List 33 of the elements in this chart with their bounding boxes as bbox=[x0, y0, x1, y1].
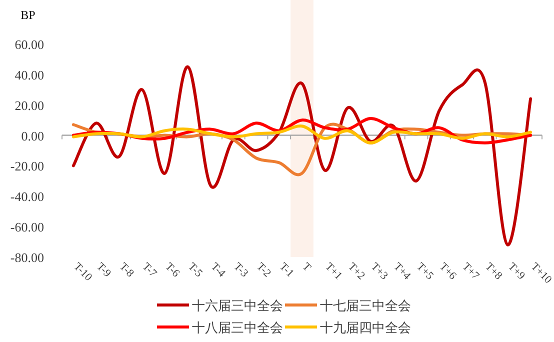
y-tick-label: -20.00 bbox=[10, 158, 44, 174]
y-axis-title: BP bbox=[20, 8, 36, 22]
x-tick-label: T-7 bbox=[140, 260, 160, 280]
y-tick-label: -80.00 bbox=[10, 250, 44, 265]
legend-label: 十八届三中全会 bbox=[192, 320, 283, 335]
x-tick-label: T-8 bbox=[117, 260, 136, 280]
x-tick-label: T-2 bbox=[254, 260, 274, 280]
x-tick-label: T+7 bbox=[460, 260, 482, 282]
y-tick-label: 60.00 bbox=[14, 37, 44, 52]
x-tick-label: T-1 bbox=[277, 260, 296, 280]
x-tick-label: T bbox=[300, 260, 314, 274]
x-tick-label: T+2 bbox=[346, 260, 368, 282]
y-tick-label: -60.00 bbox=[10, 220, 44, 235]
legend-label: 十六届三中全会 bbox=[192, 298, 283, 313]
y-tick-label: -40.00 bbox=[10, 189, 44, 204]
x-tick-label: T-4 bbox=[208, 260, 228, 280]
x-tick-label: T+4 bbox=[391, 260, 414, 282]
x-tick-label: T+8 bbox=[482, 260, 505, 282]
x-tick-label: T-3 bbox=[231, 260, 251, 280]
x-tick-label: T-9 bbox=[94, 260, 114, 280]
x-tick-label: T+9 bbox=[506, 260, 528, 282]
y-tick-label: 20.00 bbox=[14, 98, 44, 113]
legend-label: 十七届三中全会 bbox=[320, 298, 411, 313]
x-tick-label: T+5 bbox=[414, 260, 436, 282]
x-tick-label: T+6 bbox=[437, 260, 459, 282]
y-tick-label: 40.00 bbox=[14, 67, 44, 82]
x-tick-label: T+1 bbox=[322, 260, 344, 282]
x-tick-label: T-10 bbox=[71, 260, 95, 284]
x-tick-label: T-5 bbox=[186, 260, 205, 280]
x-tick-label: T-6 bbox=[162, 260, 182, 280]
legend-label: 十九届四中全会 bbox=[320, 320, 411, 335]
x-tick-label: T+3 bbox=[368, 260, 390, 282]
y-tick-label: 0.00 bbox=[21, 128, 44, 144]
